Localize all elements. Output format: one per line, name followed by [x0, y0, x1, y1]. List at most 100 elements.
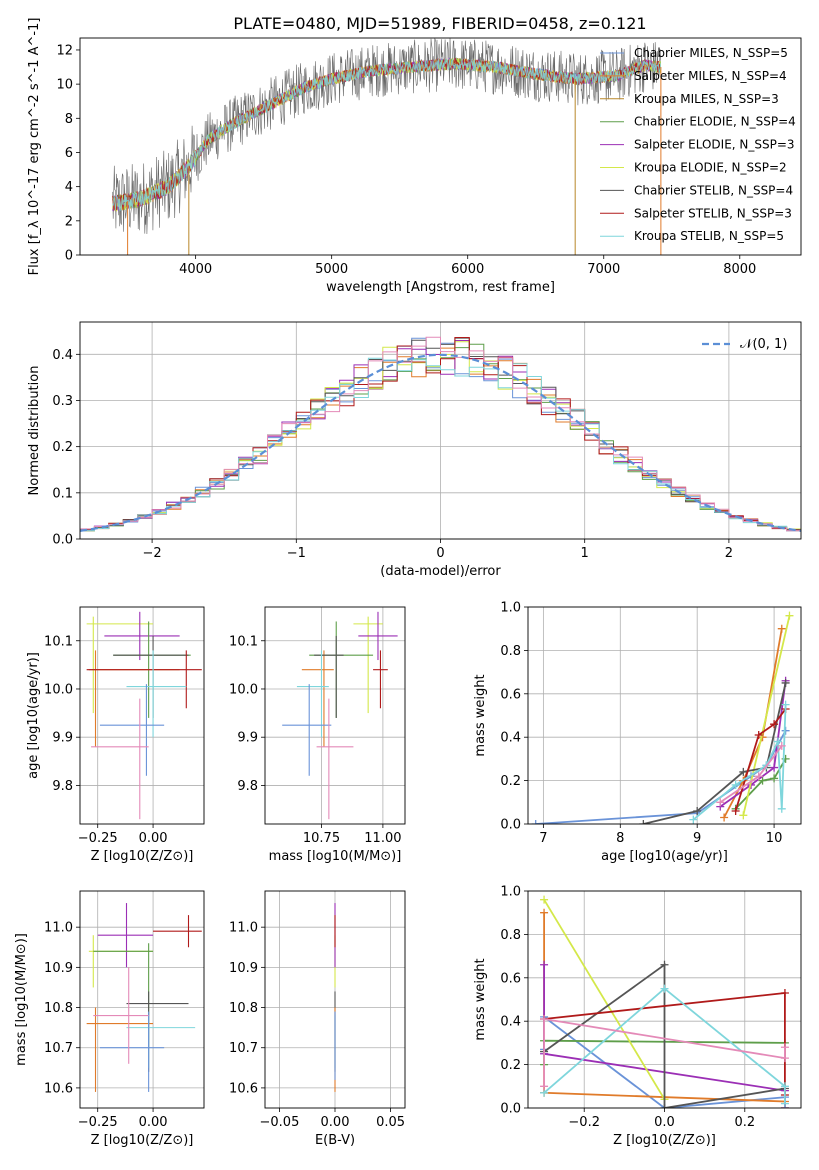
y-tick-label: 10.8 [44, 1001, 73, 1016]
y-tick-label: 10.6 [44, 1081, 73, 1096]
weight-lines [540, 895, 789, 1108]
y-tick-label: 10.6 [229, 1081, 258, 1096]
data-marker [780, 988, 789, 997]
x-axis-label: Z [log10(Z/Z⊙)] [91, 849, 194, 864]
legend-entry: 𝒩(0, 1) [740, 337, 787, 352]
y-tick-label: 1.0 [500, 601, 521, 616]
data-marker [770, 720, 779, 729]
legend-entry: Chabrier MILES, N_SSP=5 [634, 46, 788, 60]
x-tick-label: 7 [539, 831, 547, 846]
plot-area [265, 891, 405, 1108]
x-tick-label: 10 [766, 831, 783, 846]
data-marker [731, 806, 740, 815]
data-marker [739, 767, 748, 776]
y-tick-label: 10.0 [229, 682, 258, 697]
x-axis-label: Z [log10(Z/Z⊙)] [613, 1133, 716, 1148]
y-tick-label: 8 [65, 112, 73, 127]
x-tick-label: 0.00 [321, 1115, 350, 1130]
axes-frame [79, 890, 205, 1109]
y-tick-label: 10.9 [44, 961, 73, 976]
y-tick-label: 0.0 [500, 1102, 521, 1117]
data-marker [777, 624, 786, 633]
x-axis-label: (data-model)/error [380, 564, 501, 579]
spectrum-panel: 4000 5000 6000 7000 8000 0 2 4 6 8 10 12 wavelength … [27, 18, 802, 295]
x-tick-label: 4000 [179, 262, 212, 277]
data-marker [693, 806, 702, 815]
legend: Chabrier MILES, N_SSP=5 Salpeter MILES, N… [600, 46, 796, 243]
plot-area [80, 322, 801, 540]
legend: 𝒩(0, 1) [702, 337, 787, 352]
series-kroupa_stelib [543, 987, 786, 1104]
error-bars [86, 903, 202, 1092]
error-bars [86, 611, 202, 820]
y-tick-label: 0.3 [52, 394, 73, 409]
series-kroupa_stelib [692, 704, 787, 821]
data-marker [540, 908, 549, 917]
data-marker [731, 780, 740, 789]
y-tick-label: 0.4 [500, 731, 521, 746]
y-tick-label: 0.6 [500, 971, 521, 986]
y-tick-label: 0.8 [500, 644, 521, 659]
weight-lines [531, 611, 794, 824]
x-tick-label: −0.25 [78, 1115, 118, 1130]
y-tick-label: 11.0 [229, 921, 258, 936]
x-tick-label: −0.2 [568, 1115, 600, 1130]
data-marker [780, 1054, 789, 1063]
y-tick-label: 10 [56, 78, 73, 93]
axes-frame [264, 890, 406, 1109]
data-marker [660, 984, 669, 993]
mass-vs-metallicity-panel: −0.25 0.00 10.6 10.7 10.8 10.9 11.0 Z [log10(Z/… [14, 890, 205, 1148]
histogram-pink [80, 336, 801, 532]
y-tick-label: 10.9 [229, 961, 258, 976]
x-tick-label: 0.0 [654, 1115, 675, 1130]
y-tick-label: 0.2 [500, 774, 521, 789]
axes-frame [79, 321, 802, 540]
y-tick-label: 0.1 [52, 486, 73, 501]
axes-frame [527, 890, 802, 1109]
y-tick-label: 6 [65, 146, 73, 161]
y-tick-label: 9.8 [52, 779, 73, 794]
x-tick-label: 0.2 [734, 1115, 755, 1130]
plot-area [112, 38, 662, 255]
data-marker [739, 811, 748, 820]
data-marker [660, 1104, 669, 1108]
age-vs-mass-panel: 10.75 11.00 9.8 9.9 10.0 10.1 mass [log10(M/M⊙… [229, 606, 406, 864]
y-tick-label: 0.2 [52, 440, 73, 455]
x-axis-label: age [log10(age/yr)] [601, 849, 728, 864]
plot-area [80, 607, 204, 824]
legend-entry: Kroupa STELIB, N_SSP=5 [634, 229, 784, 243]
data-marker [781, 678, 790, 687]
legend-entry: Kroupa ELODIE, N_SSP=2 [634, 161, 787, 175]
x-axis-label: mass [log10(M/M⊙)] [269, 849, 402, 864]
x-tick-label: −1 [287, 546, 306, 561]
y-axis-label: Normed distribution [27, 366, 42, 496]
y-tick-label: 9.9 [237, 731, 258, 746]
legend-entry: Salpeter MILES, N_SSP=4 [634, 69, 787, 83]
weight-vs-age-panel: 7 8 9 10 0.0 0.2 0.4 0.6 0.8 1.0 age [log10(age/yr… [473, 601, 802, 864]
legend-entry: Salpeter ELODIE, N_SSP=3 [634, 138, 795, 152]
histogram-kroupa_stelib [80, 357, 801, 532]
axes-frame [264, 606, 406, 825]
series-salpeter_miles [723, 628, 783, 818]
x-tick-label: 0.00 [139, 1115, 168, 1130]
y-tick-label: 1.0 [500, 885, 521, 900]
data-marker [540, 895, 549, 904]
x-tick-label: 0 [436, 546, 444, 561]
series-kroupa_elodie [543, 899, 666, 1100]
y-axis-label: Flux [f_λ 10^-17 erg cm^-2 s^-1 A^-1] [27, 18, 42, 276]
plot-area [265, 607, 405, 824]
y-tick-label: 4 [65, 180, 73, 195]
y-tick-label: 0 [65, 249, 73, 264]
residual-histogram-panel: −2 −1 0 1 2 0.0 0.1 0.2 0.3 0.4 (data-model)/error… [27, 321, 802, 579]
series-chabrier_stelib [543, 963, 786, 1108]
legend-entry: Chabrier STELIB, N_SSP=4 [634, 183, 793, 197]
y-tick-label: 0.4 [52, 348, 73, 363]
y-tick-label: 0.2 [500, 1058, 521, 1073]
x-tick-label: 8000 [723, 262, 756, 277]
x-tick-label: 0.00 [139, 831, 168, 846]
data-marker [777, 804, 786, 813]
y-axis-label: mass weight [473, 958, 488, 1040]
x-tick-label: 9 [693, 831, 701, 846]
x-tick-label: −0.05 [260, 1115, 300, 1130]
x-tick-label: 7000 [587, 262, 620, 277]
